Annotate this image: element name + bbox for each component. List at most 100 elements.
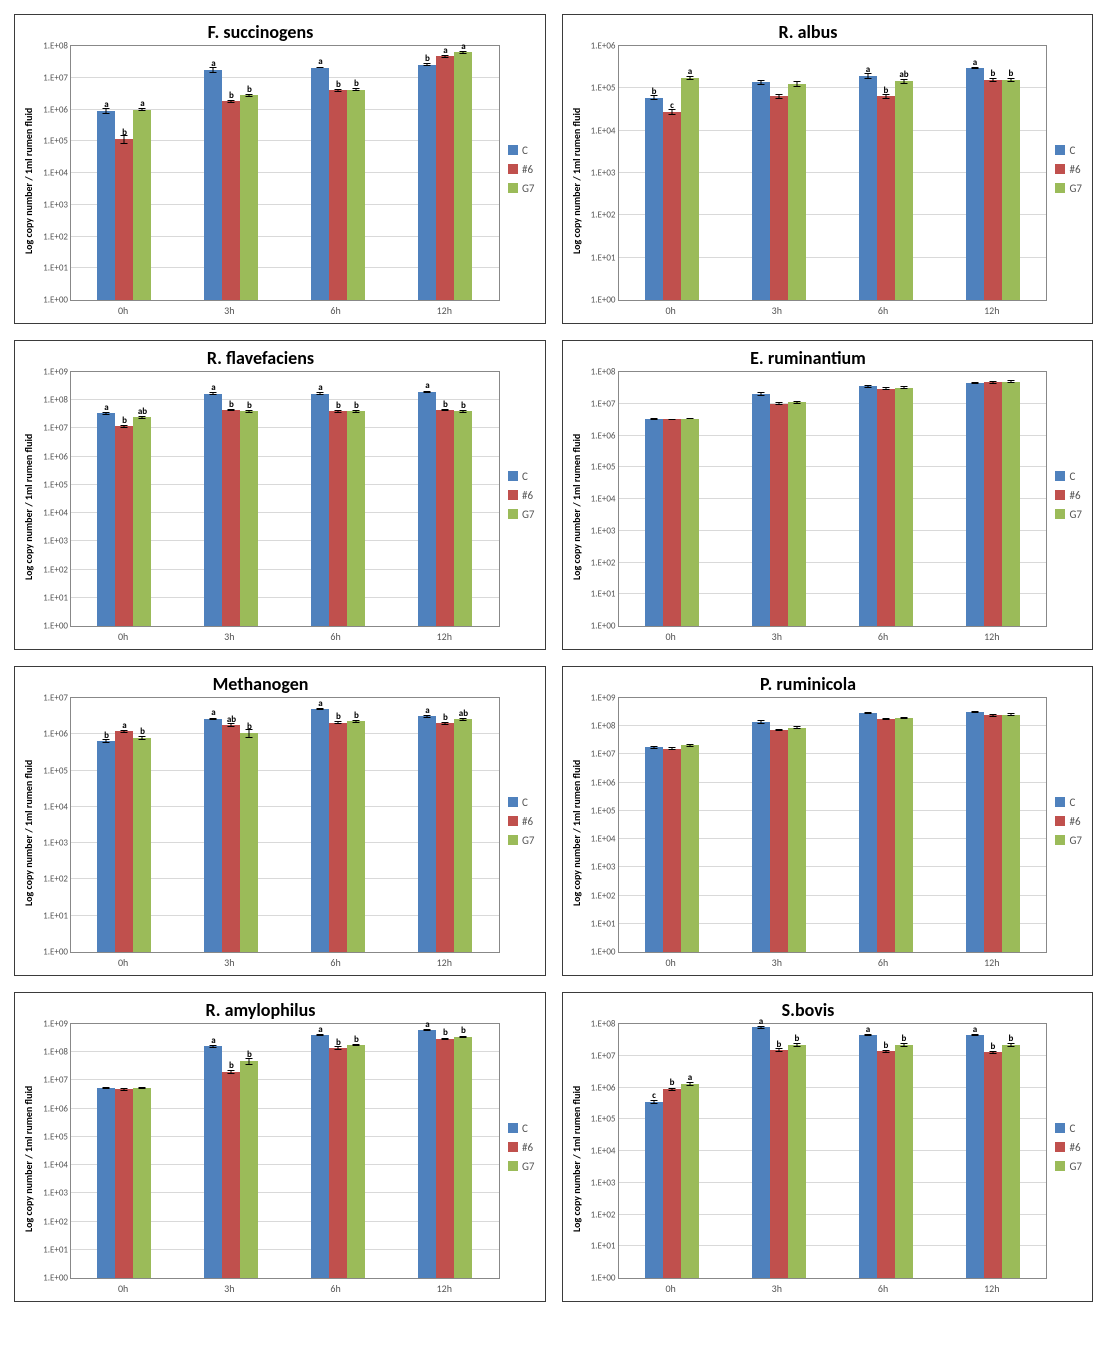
bar: b <box>240 95 258 300</box>
bar-group <box>966 372 1020 626</box>
significance-label: b <box>354 78 359 89</box>
significance-label: a <box>461 41 465 52</box>
legend-label: C <box>522 796 528 809</box>
bar-groups: abaabbabbbaa <box>71 46 499 300</box>
y-axis-label: Log copy number / 1ml rumen fluid <box>569 1023 584 1295</box>
significance-label: b <box>991 1041 996 1052</box>
legend-swatch <box>1055 145 1065 155</box>
x-tick-label: 6h <box>330 956 340 969</box>
error-bar <box>653 418 654 420</box>
bar-group: cba <box>645 1024 699 1278</box>
significance-label: b <box>336 79 341 90</box>
bar <box>984 715 1002 952</box>
x-tick-label: 3h <box>224 956 234 969</box>
y-tick-label: 1.E+04 <box>591 125 616 136</box>
bar: b <box>984 80 1002 300</box>
bar <box>788 402 806 626</box>
significance-label: a <box>688 66 692 77</box>
chart-title: R. amylophilus <box>21 999 500 1021</box>
x-tick-label: 0h <box>665 630 675 643</box>
error-bar <box>760 720 761 724</box>
significance-label: c <box>670 100 674 111</box>
y-tick-label: 1.E+06 <box>43 451 68 462</box>
legend: C#6G7 <box>500 347 539 643</box>
bar: b <box>877 1051 895 1278</box>
significance-label: a <box>318 56 322 67</box>
legend-item: C <box>1055 1122 1082 1135</box>
y-tick-label: 1.E+05 <box>43 136 68 147</box>
plot-area: 1.E+001.E+011.E+021.E+031.E+041.E+051.E+… <box>70 371 500 627</box>
bar: b <box>347 411 365 626</box>
error-bar <box>992 714 993 717</box>
bar <box>681 745 699 952</box>
significance-label: b <box>229 90 234 101</box>
bar: b <box>329 723 347 952</box>
bar-groups: cbaabbabbabb <box>619 1024 1047 1278</box>
y-tick-label: 1.E+02 <box>43 231 68 242</box>
significance-label: a <box>425 1019 429 1030</box>
bar: a <box>97 111 115 300</box>
bar: a <box>966 1035 984 1278</box>
significance-label: a <box>140 98 144 109</box>
y-tick-label: 1.E+01 <box>591 589 616 600</box>
chart-panel: R. albusLog copy number / 1ml rumen flui… <box>562 14 1094 324</box>
significance-label: b <box>1009 68 1014 79</box>
y-tick-label: 1.E+03 <box>591 525 616 536</box>
significance-label: b <box>229 399 234 410</box>
y-tick-label: 1.E+00 <box>591 295 616 306</box>
y-tick-label: 1.E+02 <box>43 874 68 885</box>
y-tick-label: 1.E+03 <box>591 168 616 179</box>
legend-item: C <box>508 796 535 809</box>
significance-label: a <box>211 707 215 718</box>
bar <box>97 1088 115 1278</box>
significance-label: b <box>443 1027 448 1038</box>
bar-group: abb <box>311 698 365 952</box>
significance-label: b <box>354 710 359 721</box>
bar-group: bca <box>645 46 699 300</box>
significance-label: a <box>866 1024 870 1035</box>
y-tick-label: 1.E+02 <box>591 557 616 568</box>
bar: ab <box>895 81 913 300</box>
y-tick-label: 1.E+02 <box>591 1209 616 1220</box>
y-tick-label: 1.E+06 <box>591 777 616 788</box>
legend-swatch <box>1055 164 1065 174</box>
significance-label: b <box>247 84 252 95</box>
y-tick-label: 1.E+02 <box>43 564 68 575</box>
x-tick-label: 12h <box>437 956 452 969</box>
x-tick-label: 6h <box>878 630 888 643</box>
legend-swatch <box>508 509 518 519</box>
significance-label: a <box>688 1072 692 1083</box>
y-tick-label: 1.E+03 <box>591 862 616 873</box>
chart-title: F. succinogens <box>21 21 500 43</box>
bar: a <box>204 719 222 952</box>
y-tick-label: 1.E+04 <box>591 494 616 505</box>
plot-area: 1.E+001.E+011.E+021.E+031.E+041.E+051.E+… <box>70 45 500 301</box>
legend-label: G7 <box>522 1160 535 1173</box>
bar: b <box>436 1039 454 1278</box>
y-tick-label: 1.E+00 <box>43 295 68 306</box>
chart-panel: E. ruminantiumLog copy number / 1ml rume… <box>562 340 1094 650</box>
x-tick-label: 6h <box>330 1282 340 1295</box>
significance-label: b <box>777 1039 782 1050</box>
legend-item: #6 <box>1055 489 1082 502</box>
legend-swatch <box>1055 490 1065 500</box>
bar <box>788 728 806 952</box>
error-bar <box>689 744 690 748</box>
x-axis-labels: 0h3h6h12h <box>618 630 1048 643</box>
significance-label: a <box>425 705 429 716</box>
y-tick-label: 1.E+07 <box>43 1075 68 1086</box>
chart-panel: F. succinogensLog copy number / 1ml rume… <box>14 14 546 324</box>
bar: b <box>877 96 895 300</box>
bar: b <box>663 1089 681 1278</box>
significance-label: ab <box>227 714 236 725</box>
error-bar <box>885 387 886 390</box>
y-tick-label: 1.E+03 <box>43 1188 68 1199</box>
legend-swatch <box>1055 797 1065 807</box>
x-tick-label: 3h <box>224 1282 234 1295</box>
legend-label: C <box>1069 144 1075 157</box>
legend-item: G7 <box>508 182 535 195</box>
bar: b <box>436 410 454 626</box>
x-tick-label: 6h <box>878 1282 888 1295</box>
error-bar <box>1010 380 1011 383</box>
significance-label: a <box>443 45 447 56</box>
